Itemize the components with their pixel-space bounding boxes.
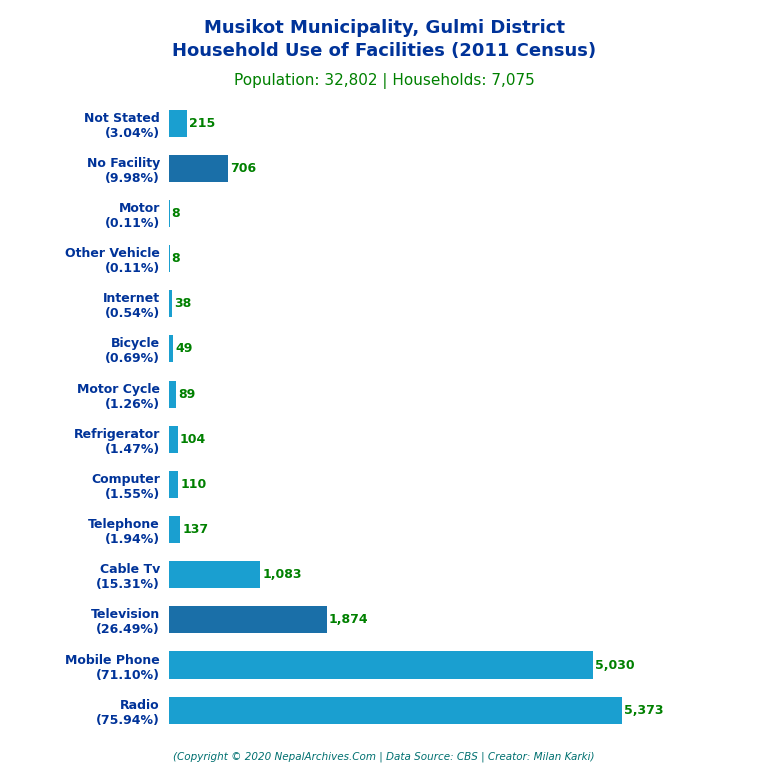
- Text: 1,874: 1,874: [329, 614, 369, 627]
- Bar: [169, 471, 178, 498]
- Text: 5,373: 5,373: [624, 703, 663, 717]
- Bar: [169, 516, 180, 543]
- Text: 89: 89: [179, 388, 196, 401]
- Bar: [169, 697, 621, 723]
- Text: 8: 8: [172, 207, 180, 220]
- Text: Musikot Municipality, Gulmi District: Musikot Municipality, Gulmi District: [204, 19, 564, 37]
- Text: 38: 38: [174, 297, 191, 310]
- Text: Population: 32,802 | Households: 7,075: Population: 32,802 | Households: 7,075: [233, 73, 535, 89]
- Text: 137: 137: [183, 523, 209, 536]
- Bar: [169, 561, 260, 588]
- Bar: [169, 380, 177, 408]
- Text: 706: 706: [230, 162, 257, 175]
- Bar: [169, 110, 187, 137]
- Bar: [169, 425, 177, 453]
- Bar: [169, 290, 172, 317]
- Text: 1,083: 1,083: [263, 568, 302, 581]
- Text: 104: 104: [180, 432, 206, 445]
- Bar: [169, 651, 593, 679]
- Bar: [169, 606, 327, 634]
- Text: 110: 110: [180, 478, 207, 491]
- Text: (Copyright © 2020 NepalArchives.Com | Data Source: CBS | Creator: Milan Karki): (Copyright © 2020 NepalArchives.Com | Da…: [174, 751, 594, 762]
- Text: 215: 215: [189, 117, 216, 130]
- Text: 8: 8: [172, 252, 180, 265]
- Text: 49: 49: [175, 343, 193, 356]
- Text: Household Use of Facilities (2011 Census): Household Use of Facilities (2011 Census…: [172, 42, 596, 60]
- Bar: [169, 154, 228, 182]
- Bar: [169, 336, 173, 362]
- Text: 5,030: 5,030: [594, 658, 634, 671]
